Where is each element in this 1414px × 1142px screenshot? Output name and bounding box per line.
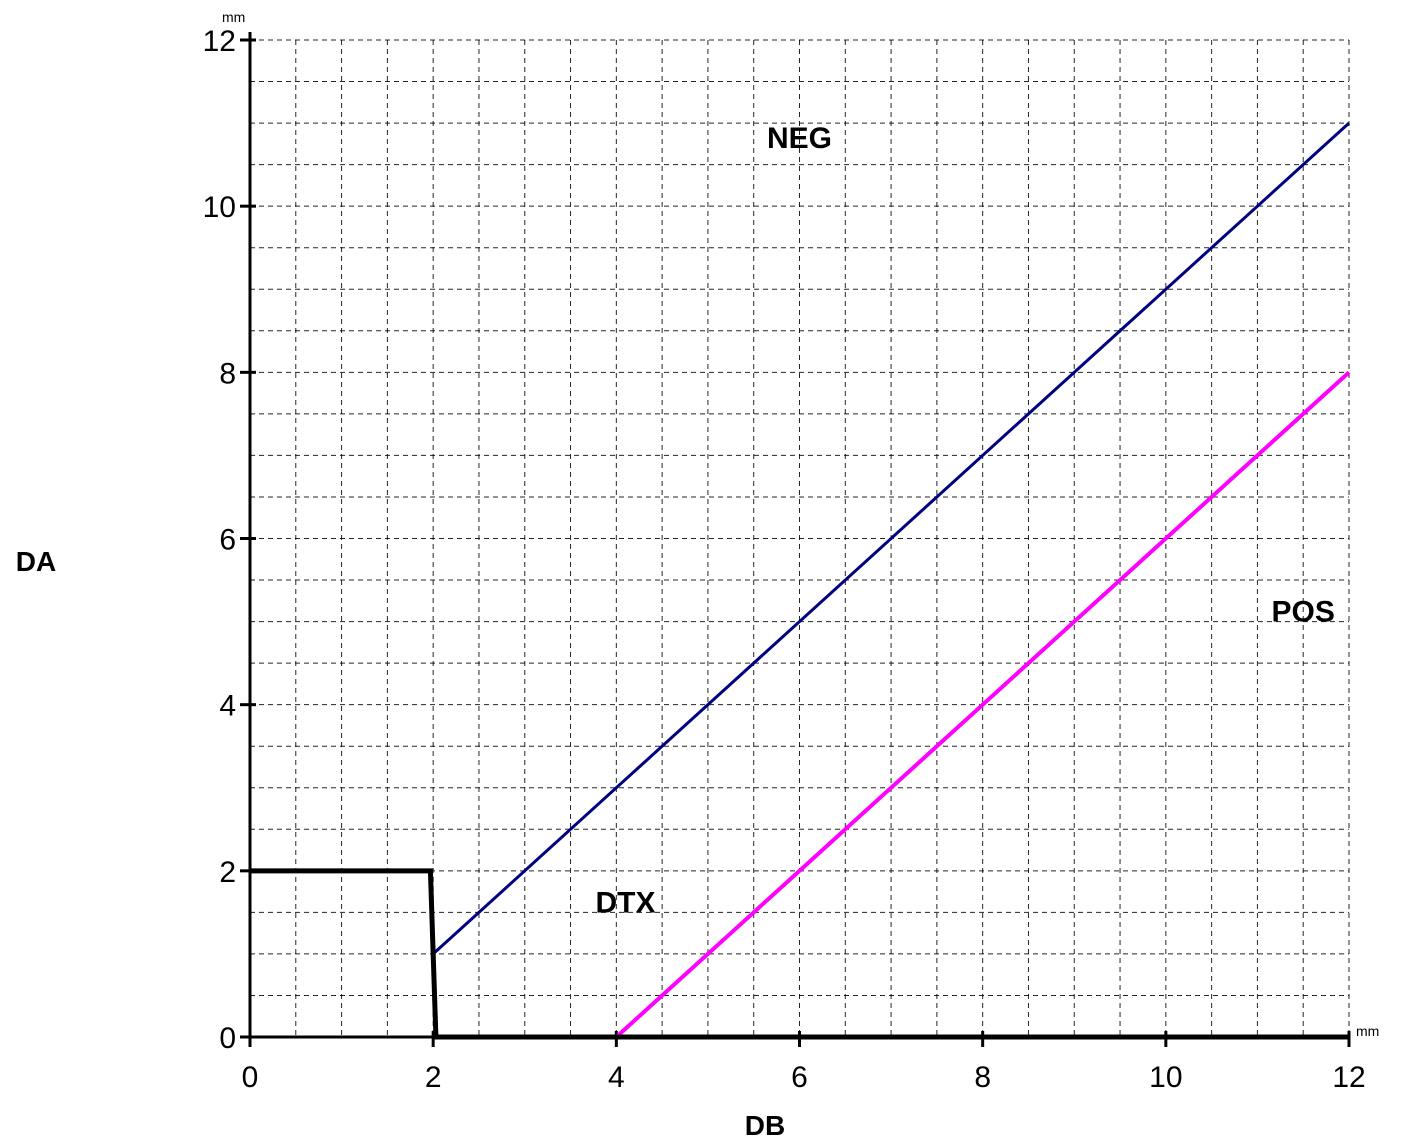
y-tick-label: 6 [219, 524, 236, 557]
series-line-1 [432, 121, 1351, 956]
x-unit-label: mm [1356, 1023, 1379, 1039]
series-line-3 [250, 868, 1349, 1040]
region-label-neg: NEG [767, 122, 832, 155]
y-tick-label: 4 [219, 690, 236, 723]
x-tick-label: 10 [1149, 1061, 1182, 1094]
axes [240, 32, 1351, 1047]
y-tick-label: 2 [219, 856, 236, 889]
series-layer [250, 121, 1351, 1040]
y-tick-label: 8 [219, 357, 236, 390]
x-tick-label: 4 [608, 1061, 625, 1094]
x-tick-label: 6 [791, 1061, 808, 1094]
grid [250, 39, 1350, 1037]
x-tick-label: 0 [242, 1061, 259, 1094]
x-tick-label: 8 [974, 1061, 991, 1094]
y-axis-label: DA [16, 546, 56, 577]
y-tick-label: 10 [203, 191, 236, 224]
y-unit-label: mm [222, 9, 245, 25]
x-tick-labels: 0 2 4 6 8 10 12 [242, 1061, 1366, 1094]
region-labels: NEG DTX POS [595, 122, 1334, 919]
y-tick-labels: 0 2 4 6 8 10 12 [203, 25, 236, 1055]
x-tick-label: 12 [1332, 1061, 1365, 1094]
y-tick-label: 12 [203, 25, 236, 58]
x-tick-label: 2 [425, 1061, 442, 1094]
y-tick-label: 0 [219, 1022, 236, 1055]
region-label-dtx: DTX [595, 886, 655, 919]
series-line-2 [614, 370, 1351, 1039]
x-axis-label: DB [745, 1110, 785, 1141]
region-label-pos: POS [1272, 596, 1335, 629]
